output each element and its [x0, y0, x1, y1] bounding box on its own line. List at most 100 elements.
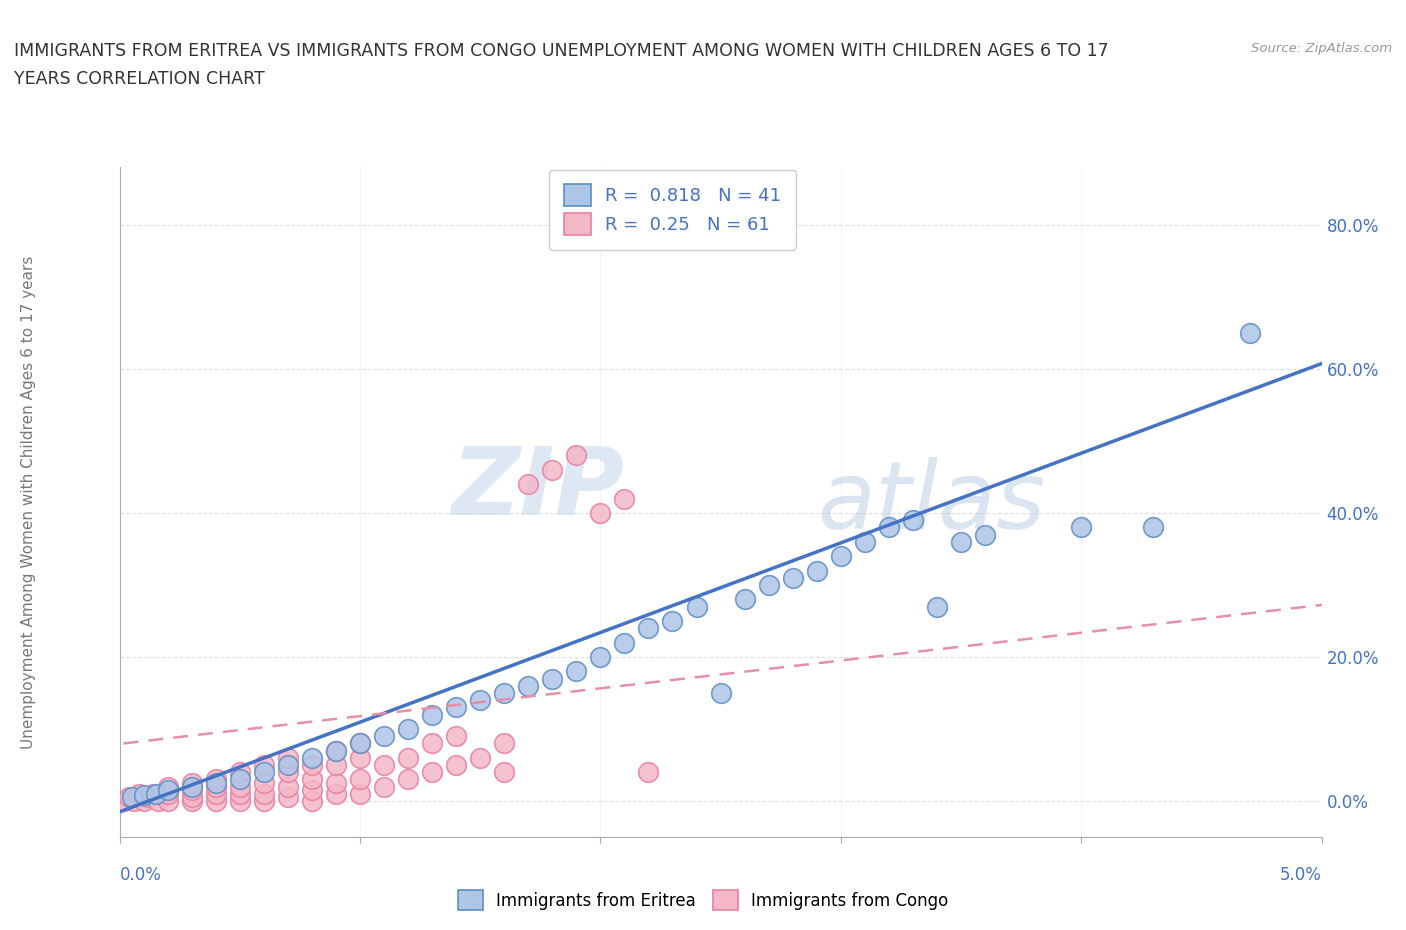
Point — [373, 779, 395, 794]
Point — [637, 620, 659, 635]
Point — [830, 549, 852, 564]
Point — [142, 787, 165, 802]
Point — [180, 783, 202, 798]
Point — [301, 793, 323, 808]
Point — [758, 578, 780, 592]
Text: IMMIGRANTS FROM ERITREA VS IMMIGRANTS FROM CONGO UNEMPLOYMENT AMONG WOMEN WITH C: IMMIGRANTS FROM ERITREA VS IMMIGRANTS FR… — [14, 42, 1109, 60]
Point — [325, 776, 347, 790]
Point — [253, 787, 276, 802]
Point — [396, 751, 419, 765]
Point — [565, 664, 588, 679]
Point — [156, 783, 179, 798]
Point — [204, 772, 226, 787]
Point — [974, 527, 997, 542]
Text: ZIP: ZIP — [451, 443, 624, 535]
Point — [277, 758, 299, 773]
Point — [494, 764, 516, 779]
Point — [565, 448, 588, 463]
Point — [228, 793, 252, 808]
Point — [734, 592, 756, 607]
Point — [112, 793, 135, 808]
Point — [325, 758, 347, 773]
Point — [277, 779, 299, 794]
Point — [1070, 520, 1092, 535]
Point — [128, 787, 150, 802]
Point — [613, 491, 636, 506]
Point — [180, 779, 202, 794]
Point — [204, 776, 226, 790]
Legend: Immigrants from Eritrea, Immigrants from Congo: Immigrants from Eritrea, Immigrants from… — [451, 884, 955, 917]
Point — [468, 693, 492, 708]
Point — [901, 512, 924, 527]
Point — [1239, 326, 1261, 340]
Point — [494, 685, 516, 700]
Point — [138, 790, 160, 804]
Point — [301, 783, 323, 798]
Point — [180, 790, 202, 804]
Point — [349, 736, 371, 751]
Point — [253, 776, 276, 790]
Point — [709, 685, 731, 700]
Point — [444, 700, 467, 715]
Point — [373, 729, 395, 744]
Point — [253, 793, 276, 808]
Point — [146, 793, 169, 808]
Point — [156, 793, 179, 808]
Point — [420, 736, 443, 751]
Point — [541, 671, 564, 686]
Point — [145, 787, 167, 802]
Point — [325, 787, 347, 802]
Point — [132, 788, 155, 803]
Point — [277, 751, 299, 765]
Point — [228, 779, 252, 794]
Point — [325, 743, 347, 758]
Point — [925, 599, 948, 614]
Point — [589, 649, 612, 664]
Point — [204, 793, 226, 808]
Text: 0.0%: 0.0% — [120, 866, 162, 884]
Point — [228, 772, 252, 787]
Point — [121, 790, 143, 804]
Point — [204, 779, 226, 794]
Point — [444, 729, 467, 744]
Point — [349, 787, 371, 802]
Point — [517, 477, 540, 492]
Legend: R =  0.818   N = 41, R =  0.25   N = 61: R = 0.818 N = 41, R = 0.25 N = 61 — [550, 170, 796, 250]
Point — [228, 764, 252, 779]
Point — [589, 506, 612, 521]
Point — [349, 751, 371, 765]
Point — [396, 772, 419, 787]
Point — [152, 788, 174, 803]
Point — [156, 787, 179, 802]
Point — [277, 764, 299, 779]
Point — [253, 764, 276, 779]
Point — [180, 793, 202, 808]
Point — [253, 758, 276, 773]
Point — [420, 707, 443, 722]
Point — [204, 787, 226, 802]
Point — [420, 764, 443, 779]
Point — [373, 758, 395, 773]
Point — [517, 678, 540, 693]
Text: atlas: atlas — [817, 457, 1045, 548]
Point — [349, 736, 371, 751]
Point — [806, 564, 828, 578]
Point — [301, 772, 323, 787]
Point — [301, 758, 323, 773]
Point — [180, 776, 202, 790]
Point — [782, 570, 804, 585]
Point — [685, 599, 707, 614]
Point — [637, 764, 659, 779]
Point — [613, 635, 636, 650]
Point — [1142, 520, 1164, 535]
Point — [541, 462, 564, 477]
Text: Unemployment Among Women with Children Ages 6 to 17 years: Unemployment Among Women with Children A… — [21, 256, 35, 749]
Point — [228, 787, 252, 802]
Point — [132, 793, 155, 808]
Point — [468, 751, 492, 765]
Point — [277, 790, 299, 804]
Point — [877, 520, 900, 535]
Point — [950, 535, 973, 550]
Point — [156, 779, 179, 794]
Text: YEARS CORRELATION CHART: YEARS CORRELATION CHART — [14, 70, 264, 87]
